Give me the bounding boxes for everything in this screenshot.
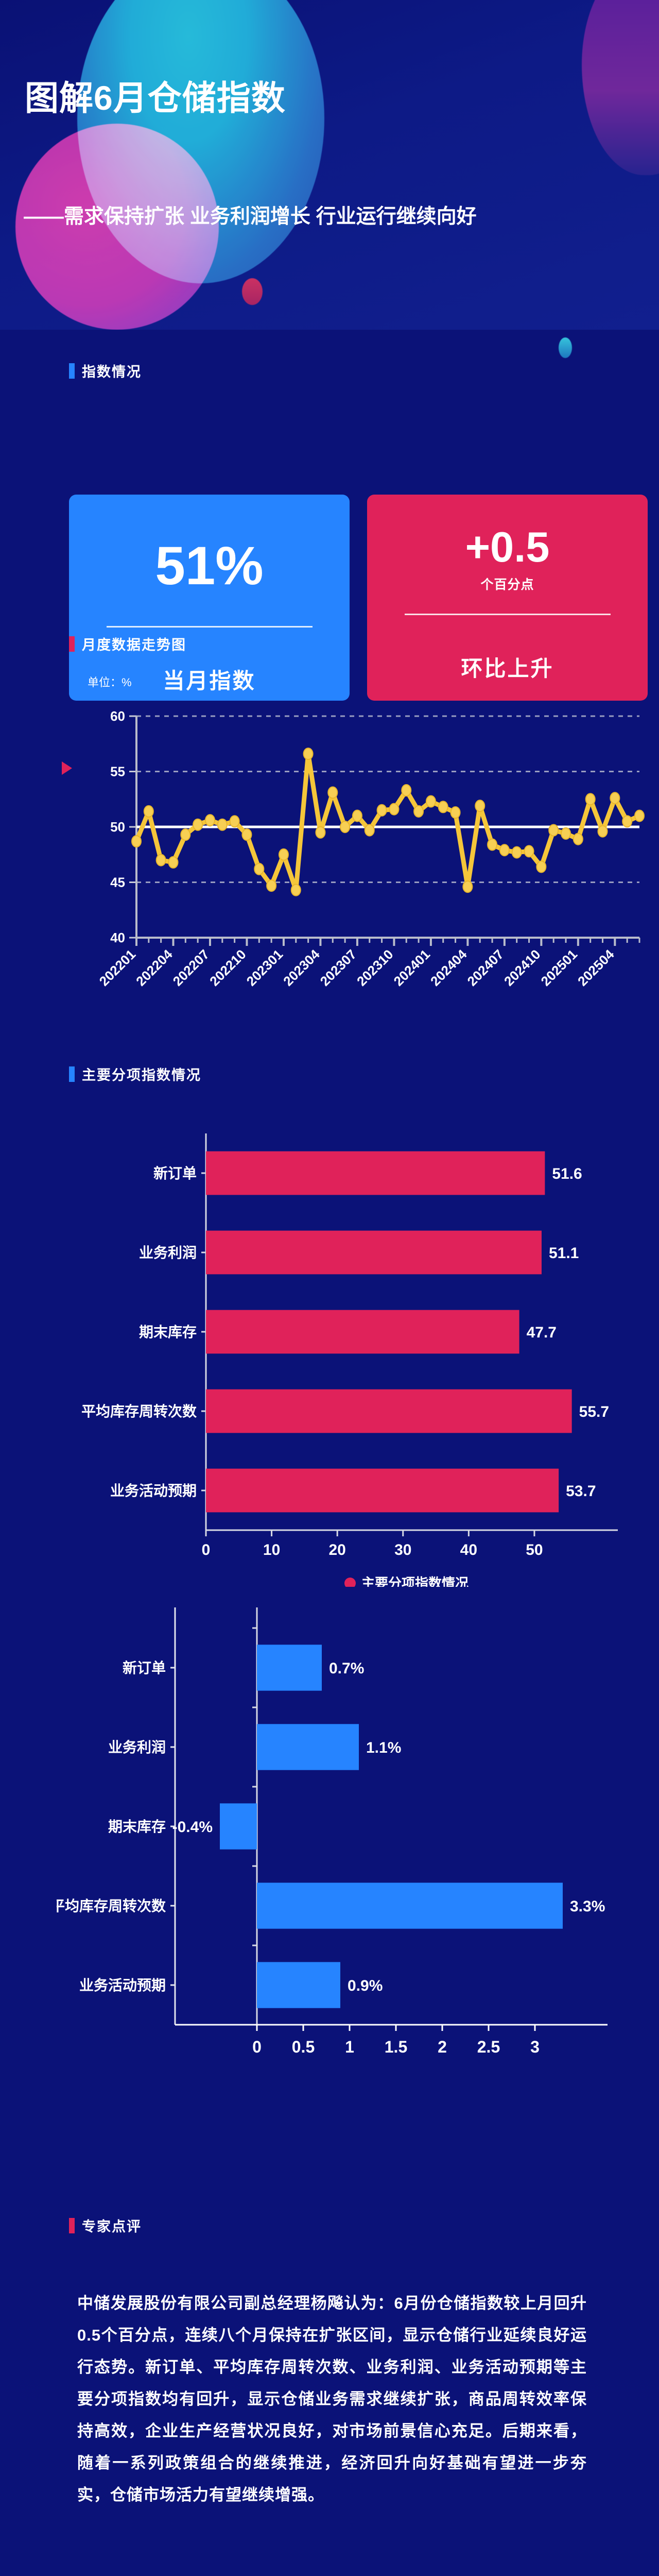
page-subtitle: ——需求保持扩张 业务利润增长 行业运行继续向好 (24, 206, 477, 228)
svg-text:0.5: 0.5 (292, 2038, 315, 2056)
svg-text:业务活动预期: 业务活动预期 (110, 1483, 197, 1499)
svg-text:40: 40 (460, 1541, 477, 1558)
svg-text:202304: 202304 (280, 946, 323, 989)
svg-text:202210: 202210 (206, 946, 249, 989)
divider (106, 626, 313, 628)
svg-text:60: 60 (110, 708, 125, 724)
svg-text:新订单: 新订单 (153, 1165, 197, 1181)
svg-text:1.1%: 1.1% (366, 1739, 401, 1756)
section-header-expert-comment: 专家点评 (69, 2215, 142, 2235)
stat-card-month-on-month: +0.5 个百分点 环比上升 (367, 495, 648, 701)
section-marker-icon (69, 2217, 75, 2233)
svg-text:期末库存: 期末库存 (108, 1818, 166, 1835)
svg-text:单位：%: 单位：% (88, 676, 132, 689)
stat-card-label: 当月指数 (163, 669, 256, 693)
svg-text:0.9%: 0.9% (348, 1977, 383, 1994)
svg-text:0: 0 (202, 1541, 211, 1558)
svg-text:0.7%: 0.7% (329, 1660, 364, 1677)
svg-text:1.5: 1.5 (385, 2038, 407, 2056)
svg-text:51.6: 51.6 (552, 1165, 582, 1182)
divider (404, 614, 611, 615)
svg-text:45: 45 (110, 875, 125, 890)
svg-text:2.5: 2.5 (477, 2038, 500, 2056)
svg-text:40: 40 (110, 930, 125, 945)
svg-text:1: 1 (345, 2038, 354, 2056)
svg-text:202301: 202301 (244, 946, 286, 989)
expert-comment-body: 中储发展股份有限公司副总经理杨飚认为：6月份仓储指数较上月回升0.5个百分点，连… (77, 2294, 587, 2504)
stat-card-current-index: 51% 当月指数 (69, 495, 350, 701)
svg-text:202201: 202201 (96, 946, 139, 989)
svg-text:47.7: 47.7 (527, 1324, 557, 1341)
svg-text:10: 10 (263, 1541, 280, 1558)
svg-text:20: 20 (328, 1541, 345, 1558)
svg-text:-0.4%: -0.4% (172, 1819, 213, 1836)
svg-text:平均库存周转次数: 平均库存周转次数 (57, 1897, 166, 1914)
section-marker-icon (69, 636, 75, 652)
section-header-index-overview: 指数情况 (69, 361, 142, 381)
section-title: 专家点评 (82, 2219, 142, 2234)
svg-text:3.3%: 3.3% (570, 1898, 605, 1915)
svg-text:新订单: 新订单 (123, 1660, 166, 1676)
section-title: 月度数据走势图 (82, 637, 186, 653)
triangle-right-icon (62, 761, 72, 775)
svg-text:业务活动预期: 业务活动预期 (79, 1977, 166, 1993)
line-chart-svg: 单位：%404550556020220120220420220720221020… (88, 676, 645, 989)
svg-text:平均库存周转次数: 平均库存周转次数 (81, 1403, 197, 1419)
svg-text:202407: 202407 (464, 946, 507, 989)
svg-text:202404: 202404 (427, 946, 470, 989)
decorative-magenta-blob (15, 124, 219, 330)
svg-text:53.7: 53.7 (566, 1483, 596, 1500)
svg-text:202504: 202504 (575, 946, 617, 989)
svg-text:2: 2 (438, 2038, 447, 2056)
svg-text:202307: 202307 (317, 946, 360, 989)
svg-text:202410: 202410 (501, 946, 544, 989)
svg-text:55.7: 55.7 (579, 1403, 609, 1420)
section-title: 主要分项指数情况 (82, 1067, 201, 1083)
svg-text:业务利润: 业务利润 (108, 1739, 166, 1755)
svg-text:55: 55 (110, 764, 125, 779)
svg-text:3: 3 (530, 2038, 540, 2056)
svg-text:202310: 202310 (354, 946, 396, 989)
svg-text:0: 0 (252, 2038, 262, 2056)
stat-card-value: +0.5 (465, 523, 550, 571)
svg-text:期末库存: 期末库存 (139, 1324, 197, 1340)
decorative-pink-dot (242, 278, 263, 305)
svg-text:202501: 202501 (538, 946, 581, 989)
svg-text:50: 50 (110, 819, 125, 835)
svg-text:30: 30 (394, 1541, 411, 1558)
svg-text:202204: 202204 (133, 946, 176, 989)
svg-text:202207: 202207 (170, 946, 213, 989)
section-header-sub-indices: 主要分项指数情况 (69, 1064, 201, 1084)
bar-chart-sub-indices: 新订单 51.6 业务利润 51.1 期末库存 47.7 平均库存周转次数 55.7 业务活动预… (57, 1123, 654, 1591)
section-marker-icon (69, 363, 75, 379)
decorative-cyan-dot (559, 337, 572, 358)
svg-text:202401: 202401 (391, 946, 433, 989)
section-header-monthly-trend: 月度数据走势图 (69, 634, 186, 654)
svg-text:51.1: 51.1 (549, 1245, 579, 1262)
hero-banner (0, 0, 659, 330)
section-marker-icon (69, 1066, 75, 1082)
stat-card-value: 51% (155, 536, 264, 596)
section-title: 指数情况 (82, 364, 142, 380)
svg-text:业务利润: 业务利润 (139, 1244, 197, 1261)
stat-card-label: 环比上升 (461, 656, 554, 681)
svg-text:主要分项指数情况: 主要分项指数情况 (361, 1575, 469, 1587)
svg-text:50: 50 (526, 1541, 543, 1558)
bar-chart-change-svg: 新订单 0.7% 业务利润 1.1% 期末库存 -0.4% 平均库存周转次数 3.3% 业务活动… (50, 1607, 608, 2056)
stat-card-unit: 个百分点 (480, 578, 534, 592)
line-chart-monthly-trend: 单位：% 40 45 50 55 60 202201 202204 202207 202210 20… (67, 665, 649, 1018)
bar-chart-sub-indices-change: 新订单 0.7% 业务利润 1.1% 期末库存 -0.4% 平均库存周转次数 3.3% 业务活动… (50, 1597, 654, 2115)
bar-chart-sub-indices-svg: 新订单 51.6 业务利润 51.1 期末库存 47.7 平均库存周转次数 55.7 业务活动预… (81, 1133, 618, 1591)
page-title: 图解6月仓储指数 (25, 79, 286, 117)
